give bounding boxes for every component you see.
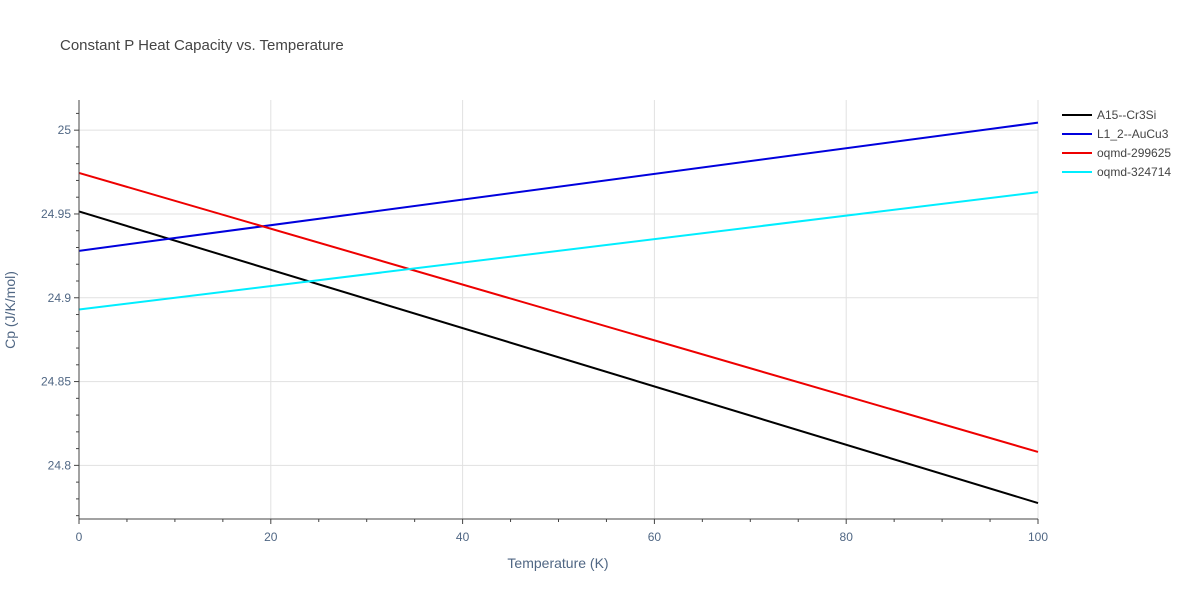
series-line-L1_2--AuCu3 [78,121,1039,252]
legend-label: L1_2--AuCu3 [1097,127,1169,141]
axes: 0 20 40 60 80 100 24.8 24.85 24.9 24.95 25 [41,100,1048,544]
chart-title: Constant P Heat Capacity vs. Temperature [60,37,344,54]
x-tick-label: 80 [840,530,854,544]
x-tick-label: 60 [648,530,662,544]
x-tick-label: 100 [1028,530,1048,544]
y-tick-label: 24.95 [41,207,71,221]
legend-label: oqmd-324714 [1097,165,1171,179]
y-axis-title: Cp (J/K/mol) [2,271,18,349]
y-tick-label: 24.9 [48,291,72,305]
legend-label: oqmd-299625 [1097,146,1171,160]
legend-item-A15--Cr3Si[interactable]: A15--Cr3Si [1062,108,1156,122]
x-tick-label: 20 [264,530,278,544]
x-axis-title: Temperature (K) [507,555,608,571]
y-tick-label: 25 [58,123,72,137]
series-line-A15--Cr3Si [78,210,1039,505]
series-line-oqmd-299625 [78,171,1039,453]
series-layer [78,121,1039,505]
grid-lines [79,100,1039,519]
legend-item-oqmd-324714[interactable]: oqmd-324714 [1062,165,1171,179]
x-tick-label: 0 [76,530,83,544]
legend-label: A15--Cr3Si [1097,108,1156,122]
legend[interactable]: A15--Cr3Si L1_2--AuCu3 oqmd-299625 oqmd-324… [1062,108,1171,179]
x-tick-label: 40 [456,530,470,544]
y-tick-label: 24.85 [41,375,71,389]
legend-item-L1_2--AuCu3[interactable]: L1_2--AuCu3 [1062,127,1169,141]
series-line-oqmd-324714 [78,191,1039,311]
y-tick-label: 24.8 [48,458,72,472]
legend-item-oqmd-299625[interactable]: oqmd-299625 [1062,146,1171,160]
